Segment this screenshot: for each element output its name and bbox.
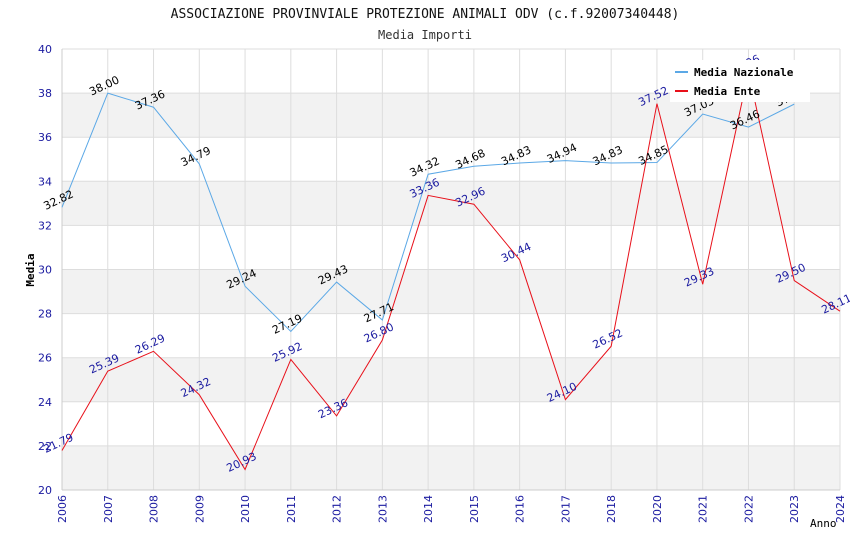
y-tick-label: 24 xyxy=(38,396,52,409)
y-tick-label: 28 xyxy=(38,308,52,321)
x-tick-label: 2017 xyxy=(559,495,572,523)
data-label: 34.79 xyxy=(179,144,213,169)
grid-band xyxy=(62,269,840,314)
axes xyxy=(61,49,840,491)
x-tick-label: 2006 xyxy=(56,495,69,523)
y-tick-label: 22 xyxy=(38,440,52,453)
x-axis-label: Anno xyxy=(810,517,837,530)
grid-band xyxy=(62,181,840,226)
y-tick-label: 40 xyxy=(38,43,52,56)
x-tick-label: 2016 xyxy=(514,495,527,523)
legend: Media Nazionale Media Ente xyxy=(670,60,810,102)
data-label: 34.83 xyxy=(499,143,533,168)
grid-band xyxy=(62,357,840,402)
x-tick-label: 2023 xyxy=(788,495,801,523)
x-tick-label: 2024 xyxy=(834,495,847,523)
x-tick-label: 2012 xyxy=(331,495,344,523)
y-tick-label: 30 xyxy=(38,264,52,277)
data-label: 34.68 xyxy=(453,147,487,172)
x-tick-label: 2022 xyxy=(742,495,755,523)
x-tick-label: 2015 xyxy=(468,495,481,523)
grid-bands xyxy=(62,93,840,490)
x-tick-label: 2010 xyxy=(239,495,252,523)
x-tick-label: 2013 xyxy=(376,495,389,523)
series-line-1 xyxy=(61,92,795,333)
data-label: 30.44 xyxy=(499,240,533,265)
series-lines xyxy=(61,71,841,471)
legend-label: Media Nazionale xyxy=(694,66,794,79)
data-label: 27.19 xyxy=(270,312,304,337)
y-tick-label: 20 xyxy=(38,484,52,497)
y-tick-label: 34 xyxy=(38,175,52,188)
y-axis-label: Media xyxy=(24,253,37,286)
x-tick-label: 2009 xyxy=(193,495,206,523)
y-tick-label: 38 xyxy=(38,87,52,100)
y-tick-label: 36 xyxy=(38,131,52,144)
x-tick-label: 2007 xyxy=(102,495,115,523)
data-label: 34.83 xyxy=(591,143,625,168)
legend-label: Media Ente xyxy=(694,85,761,98)
grid-band xyxy=(62,445,840,490)
x-tick-label: 2014 xyxy=(422,495,435,523)
data-label: 34.94 xyxy=(545,141,579,166)
chart-title: ASSOCIAZIONE PROVINVIALE PROTEZIONE ANIM… xyxy=(171,7,680,22)
series-line-2 xyxy=(61,71,841,471)
x-tick-label: 2021 xyxy=(697,495,710,523)
y-tick-label: 26 xyxy=(38,352,52,365)
x-tick-label: 2011 xyxy=(285,495,298,523)
legend-box xyxy=(670,60,810,102)
x-tick-label: 2020 xyxy=(651,495,664,523)
chart-subtitle: Media Importi xyxy=(378,28,472,42)
data-label: 34.85 xyxy=(636,143,670,168)
data-label: 34.32 xyxy=(408,155,442,180)
data-label: 26.52 xyxy=(591,327,625,352)
y-tick-label: 32 xyxy=(38,219,52,232)
x-tick-label: 2018 xyxy=(605,495,618,523)
x-tick-label: 2008 xyxy=(148,495,161,523)
